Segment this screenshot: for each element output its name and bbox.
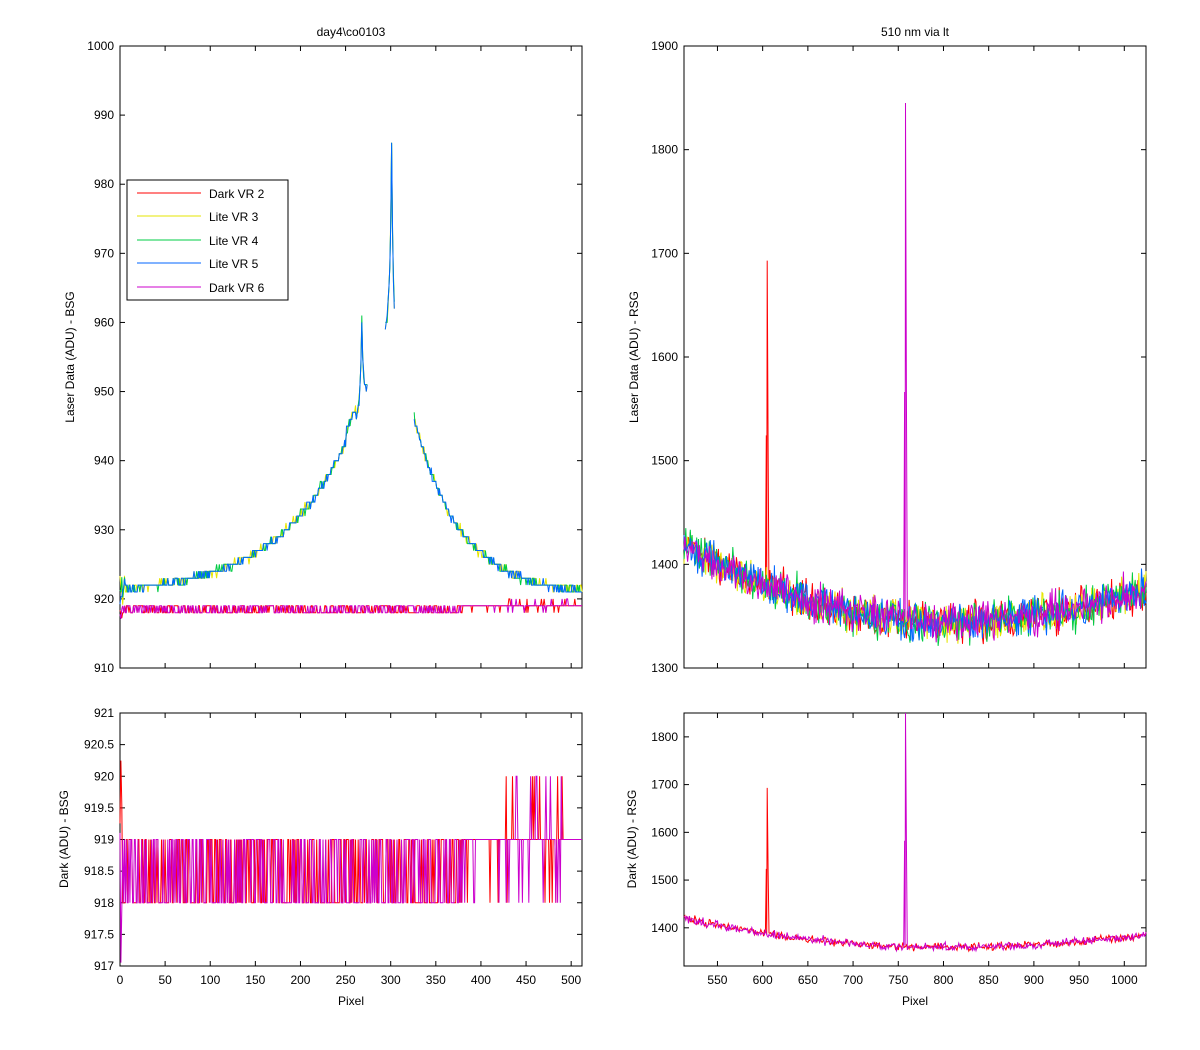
panel-rsg-dark: Dark (ADU) - RSG Pixel 550 600 650 700 750 80…: [625, 712, 1147, 1008]
y-tick-label: 950: [94, 385, 114, 399]
x-tick-label: 450: [516, 973, 536, 987]
y-axis-label: Laser Data (ADU) - RSG: [627, 291, 641, 423]
y-axis-label: Dark (ADU) - RSG: [625, 790, 639, 889]
plot-frame: [683, 45, 1147, 669]
y-tick-label: 1400: [651, 557, 678, 571]
y-tick-label: 1600: [651, 825, 678, 839]
y-tick-label: 970: [94, 246, 114, 260]
series-line-dark-vr-6: [119, 598, 582, 619]
series-line-dark-vr-6: [683, 102, 1147, 643]
x-tick-label: 50: [158, 973, 172, 987]
chart-title: 510 nm via lt: [881, 25, 950, 39]
x-tick-label: 900: [1024, 973, 1044, 987]
y-tick-label: 1400: [651, 921, 678, 935]
x-tick-label: 200: [290, 973, 310, 987]
y-tick-label: 930: [94, 523, 114, 537]
x-axis-label: Pixel: [338, 994, 364, 1008]
y-tick-label: 1700: [651, 246, 678, 260]
x-tick-label: 500: [561, 973, 581, 987]
y-tick-label: 1000: [87, 39, 114, 53]
legend-label-lite-vr3: Lite VR 3: [209, 210, 259, 224]
y-axis-label: Laser Data (ADU) - BSG: [63, 291, 77, 422]
series-line-dark-vr-6: [683, 712, 1147, 953]
y-tick-label: 1600: [651, 350, 678, 364]
y-tick-label: 940: [94, 454, 114, 468]
y-axis-label: Dark (ADU) - BSG: [57, 790, 71, 888]
series-line-lite-vr-5: [119, 142, 582, 605]
x-tick-label: 400: [471, 973, 491, 987]
axis-ticks: 1300 1400 1500 1600 1700 1800 1900: [651, 39, 1146, 675]
plot-frame: [683, 712, 1147, 967]
series-line-lite-vr-5: [683, 535, 1147, 642]
chart-title: day4\co0103: [317, 25, 386, 39]
y-tick-label: 1700: [651, 778, 678, 792]
y-tick-label: 1800: [651, 730, 678, 744]
axis-ticks: 0 50 100 150 200 250 300 350 400 450 500 917 917.5 91…: [84, 706, 582, 987]
x-tick-label: 350: [426, 973, 446, 987]
x-tick-label: 300: [381, 973, 401, 987]
legend-label-lite-vr5: Lite VR 5: [209, 257, 259, 271]
panel-bsg-laser: day4\co0103 Laser Data (ADU) - BSG 910 92…: [63, 25, 583, 675]
x-tick-label: 250: [336, 973, 356, 987]
legend: Dark VR 2 Lite VR 3 Lite VR 4 Lite VR 5 …: [126, 179, 289, 301]
y-tick-label: 1300: [651, 661, 678, 675]
y-tick-label: 918.5: [84, 864, 114, 878]
x-tick-label: 700: [843, 973, 863, 987]
x-tick-label: 150: [245, 973, 265, 987]
panel-rsg-laser: 510 nm via lt Laser Data (ADU) - RSG 130…: [627, 25, 1147, 675]
x-axis-label: Pixel: [902, 994, 928, 1008]
x-tick-label: 800: [933, 973, 953, 987]
y-tick-label: 917: [94, 959, 114, 973]
x-tick-label: 850: [979, 973, 999, 987]
panel-bsg-dark: Dark (ADU) - BSG Pixel 0 50 100 150 200 250 30…: [57, 706, 583, 1008]
y-tick-label: 1500: [651, 454, 678, 468]
y-tick-label: 919: [94, 833, 114, 847]
series-line-dark-vr-6: [119, 775, 582, 963]
x-tick-label: 100: [200, 973, 220, 987]
y-tick-label: 1800: [651, 143, 678, 157]
y-tick-label: 920: [94, 592, 114, 606]
x-tick-label: 750: [888, 973, 908, 987]
legend-label-dark-vr2: Dark VR 2: [209, 187, 265, 201]
series-lines: [683, 712, 1147, 953]
legend-label-dark-vr6: Dark VR 6: [209, 281, 265, 295]
y-tick-label: 910: [94, 661, 114, 675]
y-tick-label: 918: [94, 896, 114, 910]
y-tick-label: 920: [94, 769, 114, 783]
y-tick-label: 917.5: [84, 927, 114, 941]
axis-ticks: 910 920 930 940 950 960 970 980 990 1000: [87, 39, 582, 675]
x-tick-label: 1000: [1111, 973, 1138, 987]
y-tick-label: 919.5: [84, 801, 114, 815]
x-tick-label: 550: [707, 973, 727, 987]
legend-label-lite-vr4: Lite VR 4: [209, 234, 259, 248]
y-tick-label: 921: [94, 706, 114, 720]
series-lines: [119, 142, 583, 619]
y-tick-label: 1500: [651, 873, 678, 887]
y-tick-label: 960: [94, 315, 114, 329]
y-tick-label: 980: [94, 177, 114, 191]
x-tick-label: 950: [1069, 973, 1089, 987]
axis-ticks: 550 600 650 700 750 800 850 900 950 1000 1400 1500 1…: [651, 713, 1146, 987]
x-tick-label: 600: [753, 973, 773, 987]
x-tick-label: 0: [117, 973, 124, 987]
series-lines: [119, 760, 582, 963]
y-tick-label: 920.5: [84, 738, 114, 752]
x-tick-label: 650: [798, 973, 818, 987]
y-tick-label: 1900: [651, 39, 678, 53]
series-lines: [683, 102, 1147, 646]
y-tick-label: 990: [94, 108, 114, 122]
plot-frame: [119, 45, 583, 669]
